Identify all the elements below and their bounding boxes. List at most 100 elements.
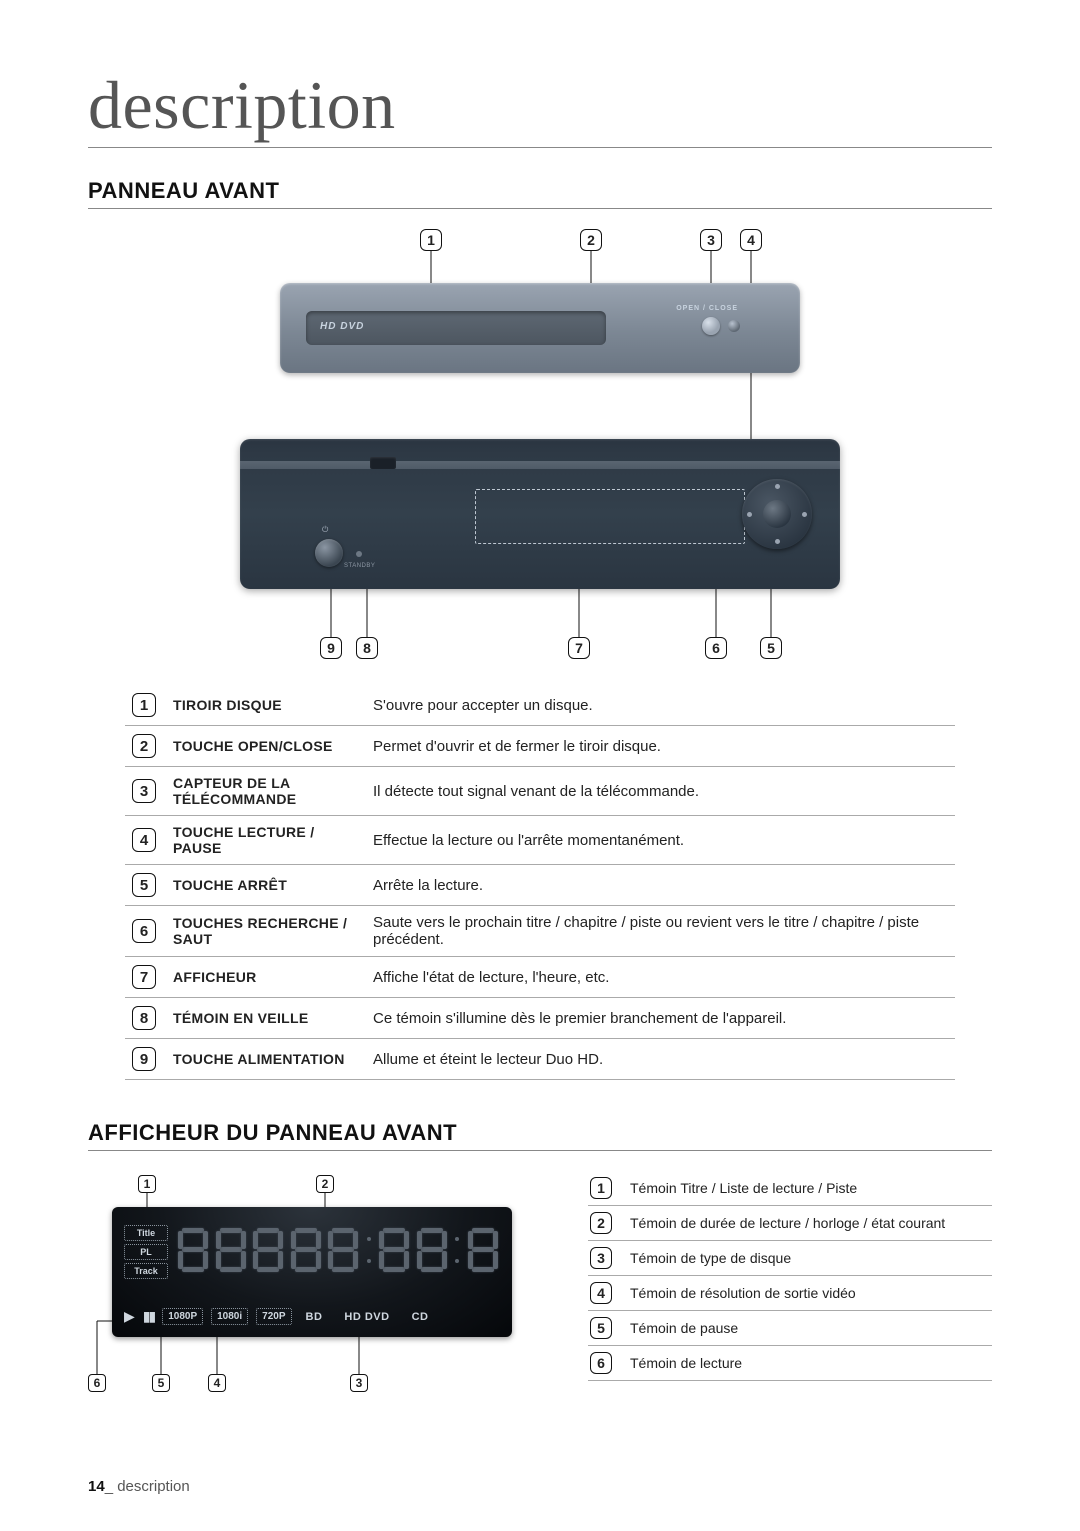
page-footer: 14_ description	[88, 1478, 190, 1495]
display-legend-body: 1 Témoin Titre / Liste de lecture / Piste…	[588, 1171, 992, 1381]
res-1080p: 1080P	[162, 1308, 203, 1325]
label-title: Title	[124, 1225, 168, 1241]
table-row: 9 TOUCHE ALIMENTATIONAllume et éteint le …	[125, 1039, 955, 1080]
legend-desc-cell: Témoin Titre / Liste de lecture / Piste	[622, 1171, 992, 1206]
stop-point[interactable]	[775, 539, 780, 544]
colon-icon	[454, 1228, 460, 1272]
seven-seg-digit	[468, 1228, 498, 1272]
part-num-box: 5	[132, 873, 156, 897]
part-label-cell: TÉMOIN EN VEILLE	[163, 998, 363, 1039]
seven-seg-digit	[291, 1228, 321, 1272]
part-label-cell: TIROIR DISQUE	[163, 685, 363, 726]
table-row: 2 Témoin de durée de lecture / horloge / …	[588, 1206, 992, 1241]
parts-table: 1 TIROIR DISQUES'ouvre pour accepter un d…	[125, 685, 955, 1080]
part-label-cell: TOUCHE LECTURE / PAUSE	[163, 816, 363, 865]
table-row: 4TOUCHE LECTURE / PAUSEEffectue la lectu…	[125, 816, 955, 865]
part-num-cell: 3	[125, 767, 163, 816]
seven-seg-digit	[417, 1228, 447, 1272]
part-num-box: 9	[132, 1047, 156, 1071]
legend-num-cell: 3	[588, 1241, 622, 1276]
table-row: 8TÉMOIN EN VEILLECe témoin s'illumine dè…	[125, 998, 955, 1039]
front-panel-diagram: 1 2 3 4 9 8 7 6 5	[200, 229, 880, 659]
power-button[interactable]	[315, 539, 343, 567]
footer-page-number: 14	[88, 1478, 105, 1495]
part-label-cell: AFFICHEUR	[163, 957, 363, 998]
table-row: 5TOUCHE ARRÊTArrête la lecture.	[125, 865, 955, 906]
table-row: 6Témoin de lecture	[588, 1346, 992, 1381]
skip-prev-point[interactable]	[747, 512, 752, 517]
part-num-cell: 7	[125, 957, 163, 998]
pause-icon: ▮▮	[143, 1308, 154, 1325]
legend-desc-cell: Témoin de résolution de sortie vidéo	[622, 1276, 992, 1311]
display-section: 1 2 6 5 4 3 Title PL Tra	[88, 1171, 992, 1396]
table-row: 5Témoin de pause	[588, 1311, 992, 1346]
standby-led-icon	[356, 551, 362, 557]
res-720p: 720P	[256, 1308, 291, 1325]
skip-next-point[interactable]	[802, 512, 807, 517]
part-num-box: 7	[132, 965, 156, 989]
part-num-box: 3	[132, 779, 156, 803]
legend-num-box: 1	[590, 1177, 612, 1199]
open-close-area	[702, 317, 740, 335]
part-num-box: 2	[132, 734, 156, 758]
standby-text: STANDBY	[344, 563, 375, 569]
legend-num-box: 3	[590, 1247, 612, 1269]
part-desc-cell: Effectue la lecture ou l'arrête momentan…	[363, 816, 955, 865]
table-row: 1 Témoin Titre / Liste de lecture / Piste	[588, 1171, 992, 1206]
seven-seg-digit	[216, 1228, 246, 1272]
legend-num-cell: 6	[588, 1346, 622, 1381]
footer-text: _ description	[105, 1478, 190, 1495]
part-desc-cell: Ce témoin s'illumine dès le premier bran…	[363, 998, 955, 1039]
part-desc-cell: Saute vers le prochain titre / chapitre …	[363, 906, 955, 957]
legend-desc-cell: Témoin de type de disque	[622, 1241, 992, 1276]
display-panel: Title PL Track ▶ ▮▮ 1080P 1080i 720P BD …	[112, 1207, 512, 1337]
legend-desc-cell: Témoin de pause	[622, 1311, 992, 1346]
seven-seg-digit	[253, 1228, 283, 1272]
seven-seg-digit	[379, 1228, 409, 1272]
part-desc-cell: S'ouvre pour accepter un disque.	[363, 685, 955, 726]
part-num-box: 1	[132, 693, 156, 717]
part-desc-cell: Permet d'ouvrir et de fermer le tiroir d…	[363, 726, 955, 767]
part-num-cell: 8	[125, 998, 163, 1039]
power-icon: ⏻	[322, 525, 328, 535]
part-desc-cell: Allume et éteint le lecteur Duo HD.	[363, 1039, 955, 1080]
legend-num-cell: 2	[588, 1206, 622, 1241]
device-top-unit: HD DVD OPEN / CLOSE	[280, 283, 800, 373]
ir-sensor-icon	[728, 320, 740, 332]
control-ring[interactable]	[742, 479, 812, 549]
table-row: 1 TIROIR DISQUES'ouvre pour accepter un d…	[125, 685, 955, 726]
section-2-title: AFFICHEUR DU PANNEAU AVANT	[88, 1120, 992, 1151]
legend-num-box: 2	[590, 1212, 612, 1234]
part-label-cell: TOUCHE ALIMENTATION	[163, 1039, 363, 1080]
part-num-cell: 5	[125, 865, 163, 906]
play-icon: ▶	[124, 1308, 135, 1325]
display-bottom-row: ▶ ▮▮ 1080P 1080i 720P BD HD DVD CD	[124, 1308, 498, 1325]
part-label-cell: CAPTEUR DE LA TÉLÉCOMMANDE	[163, 767, 363, 816]
table-row: 6TOUCHES RECHERCHE / SAUTSaute vers le p…	[125, 906, 955, 957]
seven-seg-digit	[178, 1228, 208, 1272]
display-diagram: 1 2 6 5 4 3 Title PL Tra	[88, 1171, 528, 1396]
fmt-bd: BD	[306, 1311, 323, 1323]
part-num-cell: 2	[125, 726, 163, 767]
display-area-outline	[475, 489, 745, 544]
part-desc-cell: Arrête la lecture.	[363, 865, 955, 906]
open-close-button[interactable]	[702, 317, 720, 335]
display-legend-wrap: 1 Témoin Titre / Liste de lecture / Piste…	[588, 1171, 992, 1381]
legend-desc-cell: Témoin de lecture	[622, 1346, 992, 1381]
res-1080i: 1080i	[211, 1308, 248, 1325]
part-label-cell: TOUCHE OPEN/CLOSE	[163, 726, 363, 767]
page: description PANNEAU AVANT 1 2 3 4 9 8 7 …	[0, 0, 1080, 1531]
part-num-cell: 1	[125, 685, 163, 726]
play-pause-point[interactable]	[775, 484, 780, 489]
control-center[interactable]	[763, 500, 791, 528]
legend-num-cell: 5	[588, 1311, 622, 1346]
legend-desc-cell: Témoin de durée de lecture / horloge / é…	[622, 1206, 992, 1241]
seven-seg-digit	[328, 1228, 358, 1272]
table-row: 4Témoin de résolution de sortie vidéo	[588, 1276, 992, 1311]
part-num-cell: 6	[125, 906, 163, 957]
part-label-cell: TOUCHES RECHERCHE / SAUT	[163, 906, 363, 957]
colon-icon	[366, 1228, 372, 1272]
table-row: 3 Témoin de type de disque	[588, 1241, 992, 1276]
label-pl: PL	[124, 1244, 168, 1260]
part-num-cell: 9	[125, 1039, 163, 1080]
